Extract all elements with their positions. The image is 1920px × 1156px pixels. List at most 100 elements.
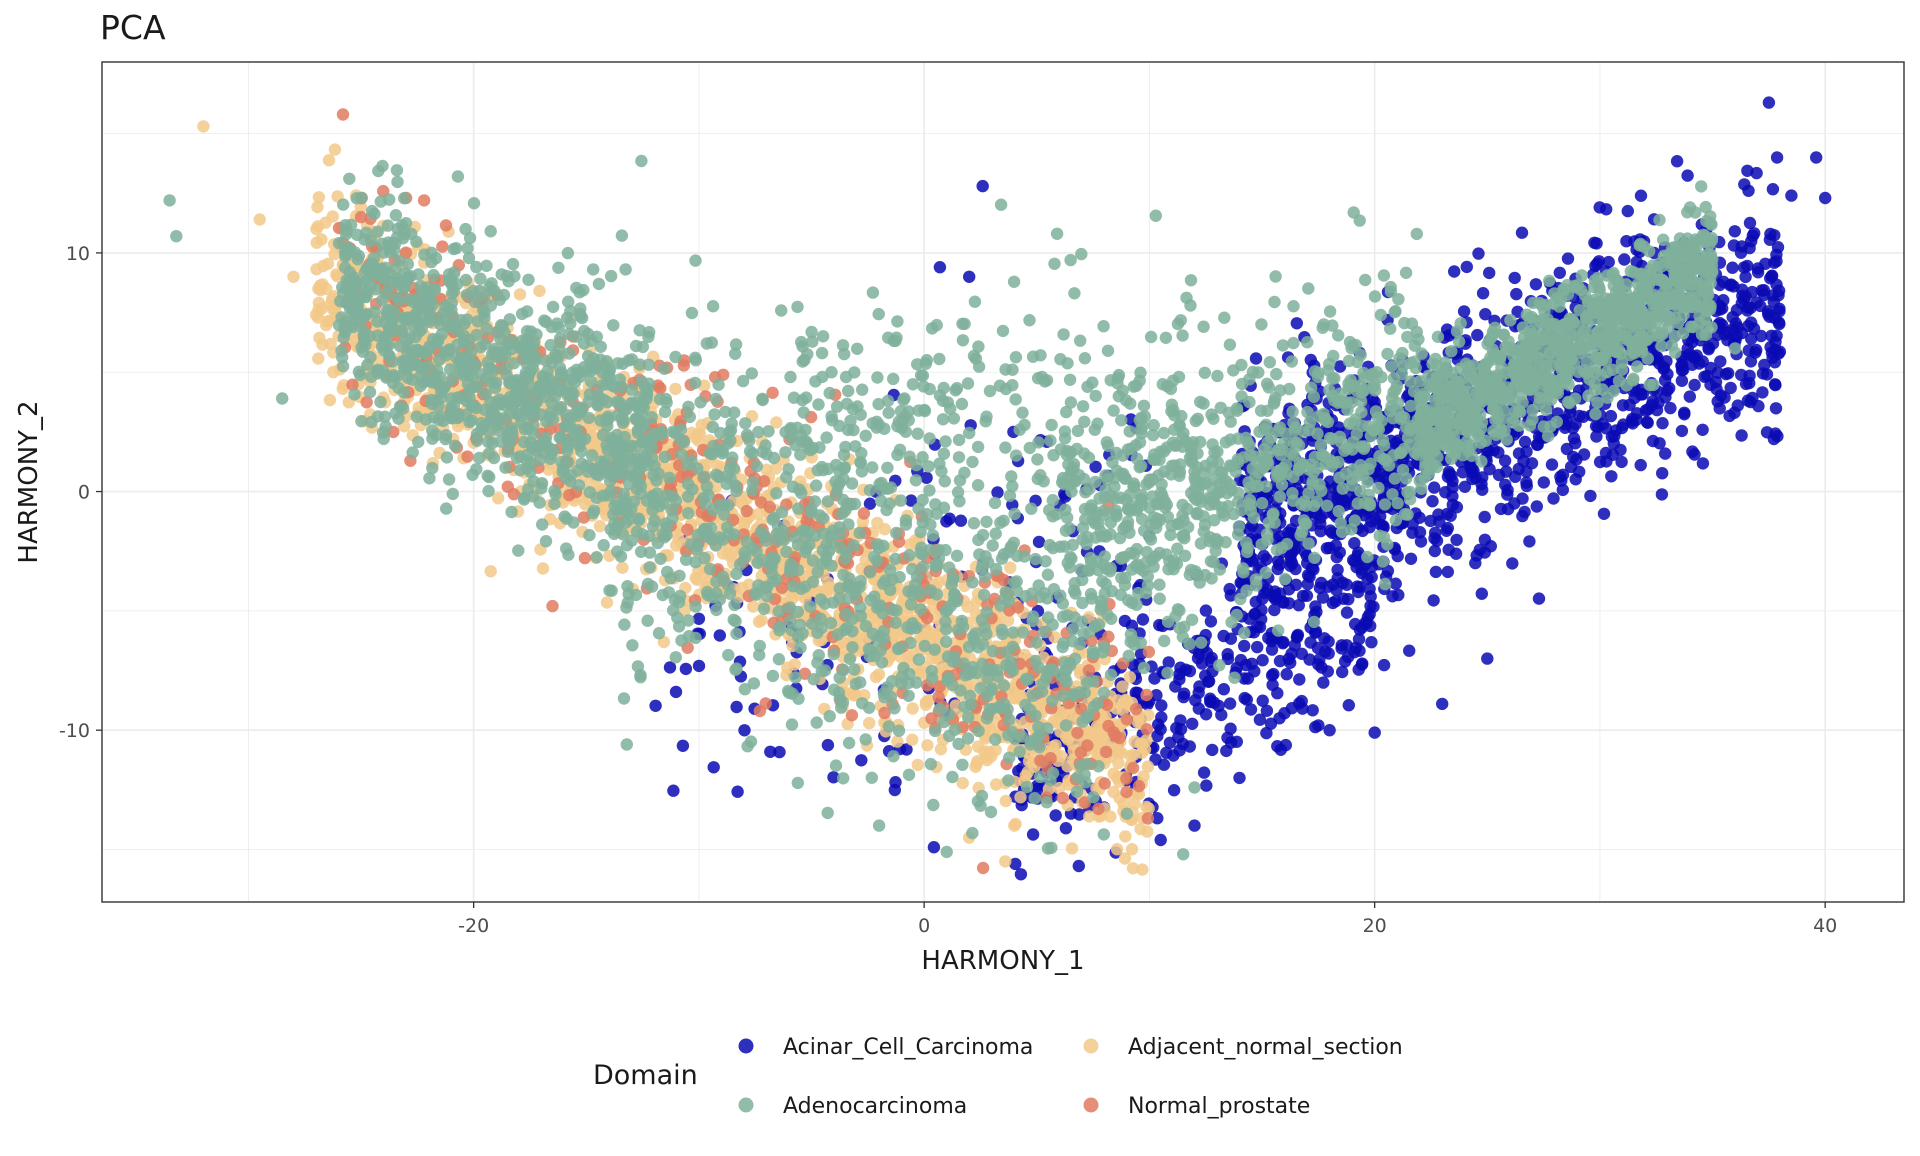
data-point [482,485,494,497]
data-point [1681,169,1693,181]
data-point [505,506,517,518]
data-point [469,358,481,370]
data-point [355,341,367,353]
data-point [1180,664,1192,676]
data-point [1124,671,1136,683]
data-point [1615,456,1627,468]
data-point [1060,731,1072,743]
data-point [254,213,266,225]
data-point [822,739,834,751]
data-point [575,445,587,457]
data-point [1770,402,1782,414]
data-point [925,712,937,724]
data-point [538,314,550,326]
data-point [395,324,407,336]
data-point [1635,190,1647,202]
data-point [1509,272,1521,284]
data-point [329,143,341,155]
data-point [378,344,390,356]
data-point [411,411,423,423]
data-point [1238,640,1250,652]
data-point [741,505,753,517]
data-point [523,406,535,418]
data-point [1254,714,1266,726]
data-point [486,348,498,360]
data-point [1516,510,1528,522]
data-point [426,462,438,474]
data-point [573,479,585,491]
data-point [392,412,404,424]
data-point [1126,843,1138,855]
data-point [508,270,520,282]
data-point [1083,664,1095,676]
data-point [446,287,458,299]
panel-background [102,62,1904,902]
data-point [1307,704,1319,716]
data-point [1200,604,1212,616]
data-point [581,460,593,472]
data-point [342,241,354,253]
data-point [1483,267,1495,279]
data-point [1073,860,1085,872]
data-point [517,395,529,407]
data-point [536,518,548,530]
data-point [1578,448,1590,460]
data-point [1538,476,1550,488]
data-point [480,372,492,384]
data-point [977,862,989,874]
data-point [452,391,464,403]
data-point [320,283,332,295]
data-point [1426,495,1438,507]
data-point [1260,727,1272,739]
data-point [1291,630,1303,642]
data-point [1021,766,1033,778]
data-point [486,284,498,296]
data-point [583,412,595,424]
data-point [1712,367,1724,379]
data-point [912,759,924,771]
data-point [1057,792,1069,804]
data-point [522,274,534,286]
data-point [1675,359,1687,371]
data-point [593,469,605,481]
data-point [590,492,602,504]
data-point [444,363,456,375]
data-point [1472,247,1484,259]
data-point [1635,459,1647,471]
data-point [1141,723,1153,735]
data-point [355,415,367,427]
data-point [594,414,606,426]
data-point [1192,652,1204,664]
data-point [368,208,380,220]
data-point [521,462,533,474]
data-point [1714,402,1726,414]
data-point [1767,183,1779,195]
data-point [1148,672,1160,684]
data-point [1570,473,1582,485]
data-point [1743,370,1755,382]
data-point [391,164,403,176]
data-point [1763,96,1775,108]
data-point [1113,732,1125,744]
data-point [1315,661,1327,673]
data-point [417,363,429,375]
data-point [365,371,377,383]
data-point [1066,842,1078,854]
data-point [1284,560,1296,572]
data-point [1661,384,1673,396]
data-point [1257,695,1269,707]
data-point [1277,637,1289,649]
data-point [412,436,424,448]
data-point [1656,467,1668,479]
data-point [1442,566,1454,578]
data-point [1476,471,1488,483]
data-point [485,225,497,237]
data-point [1120,786,1132,798]
data-point [1281,668,1293,680]
data-point [920,699,932,711]
data-point [511,452,523,464]
data-point [646,411,658,423]
data-point [731,786,743,798]
data-point [467,381,479,393]
